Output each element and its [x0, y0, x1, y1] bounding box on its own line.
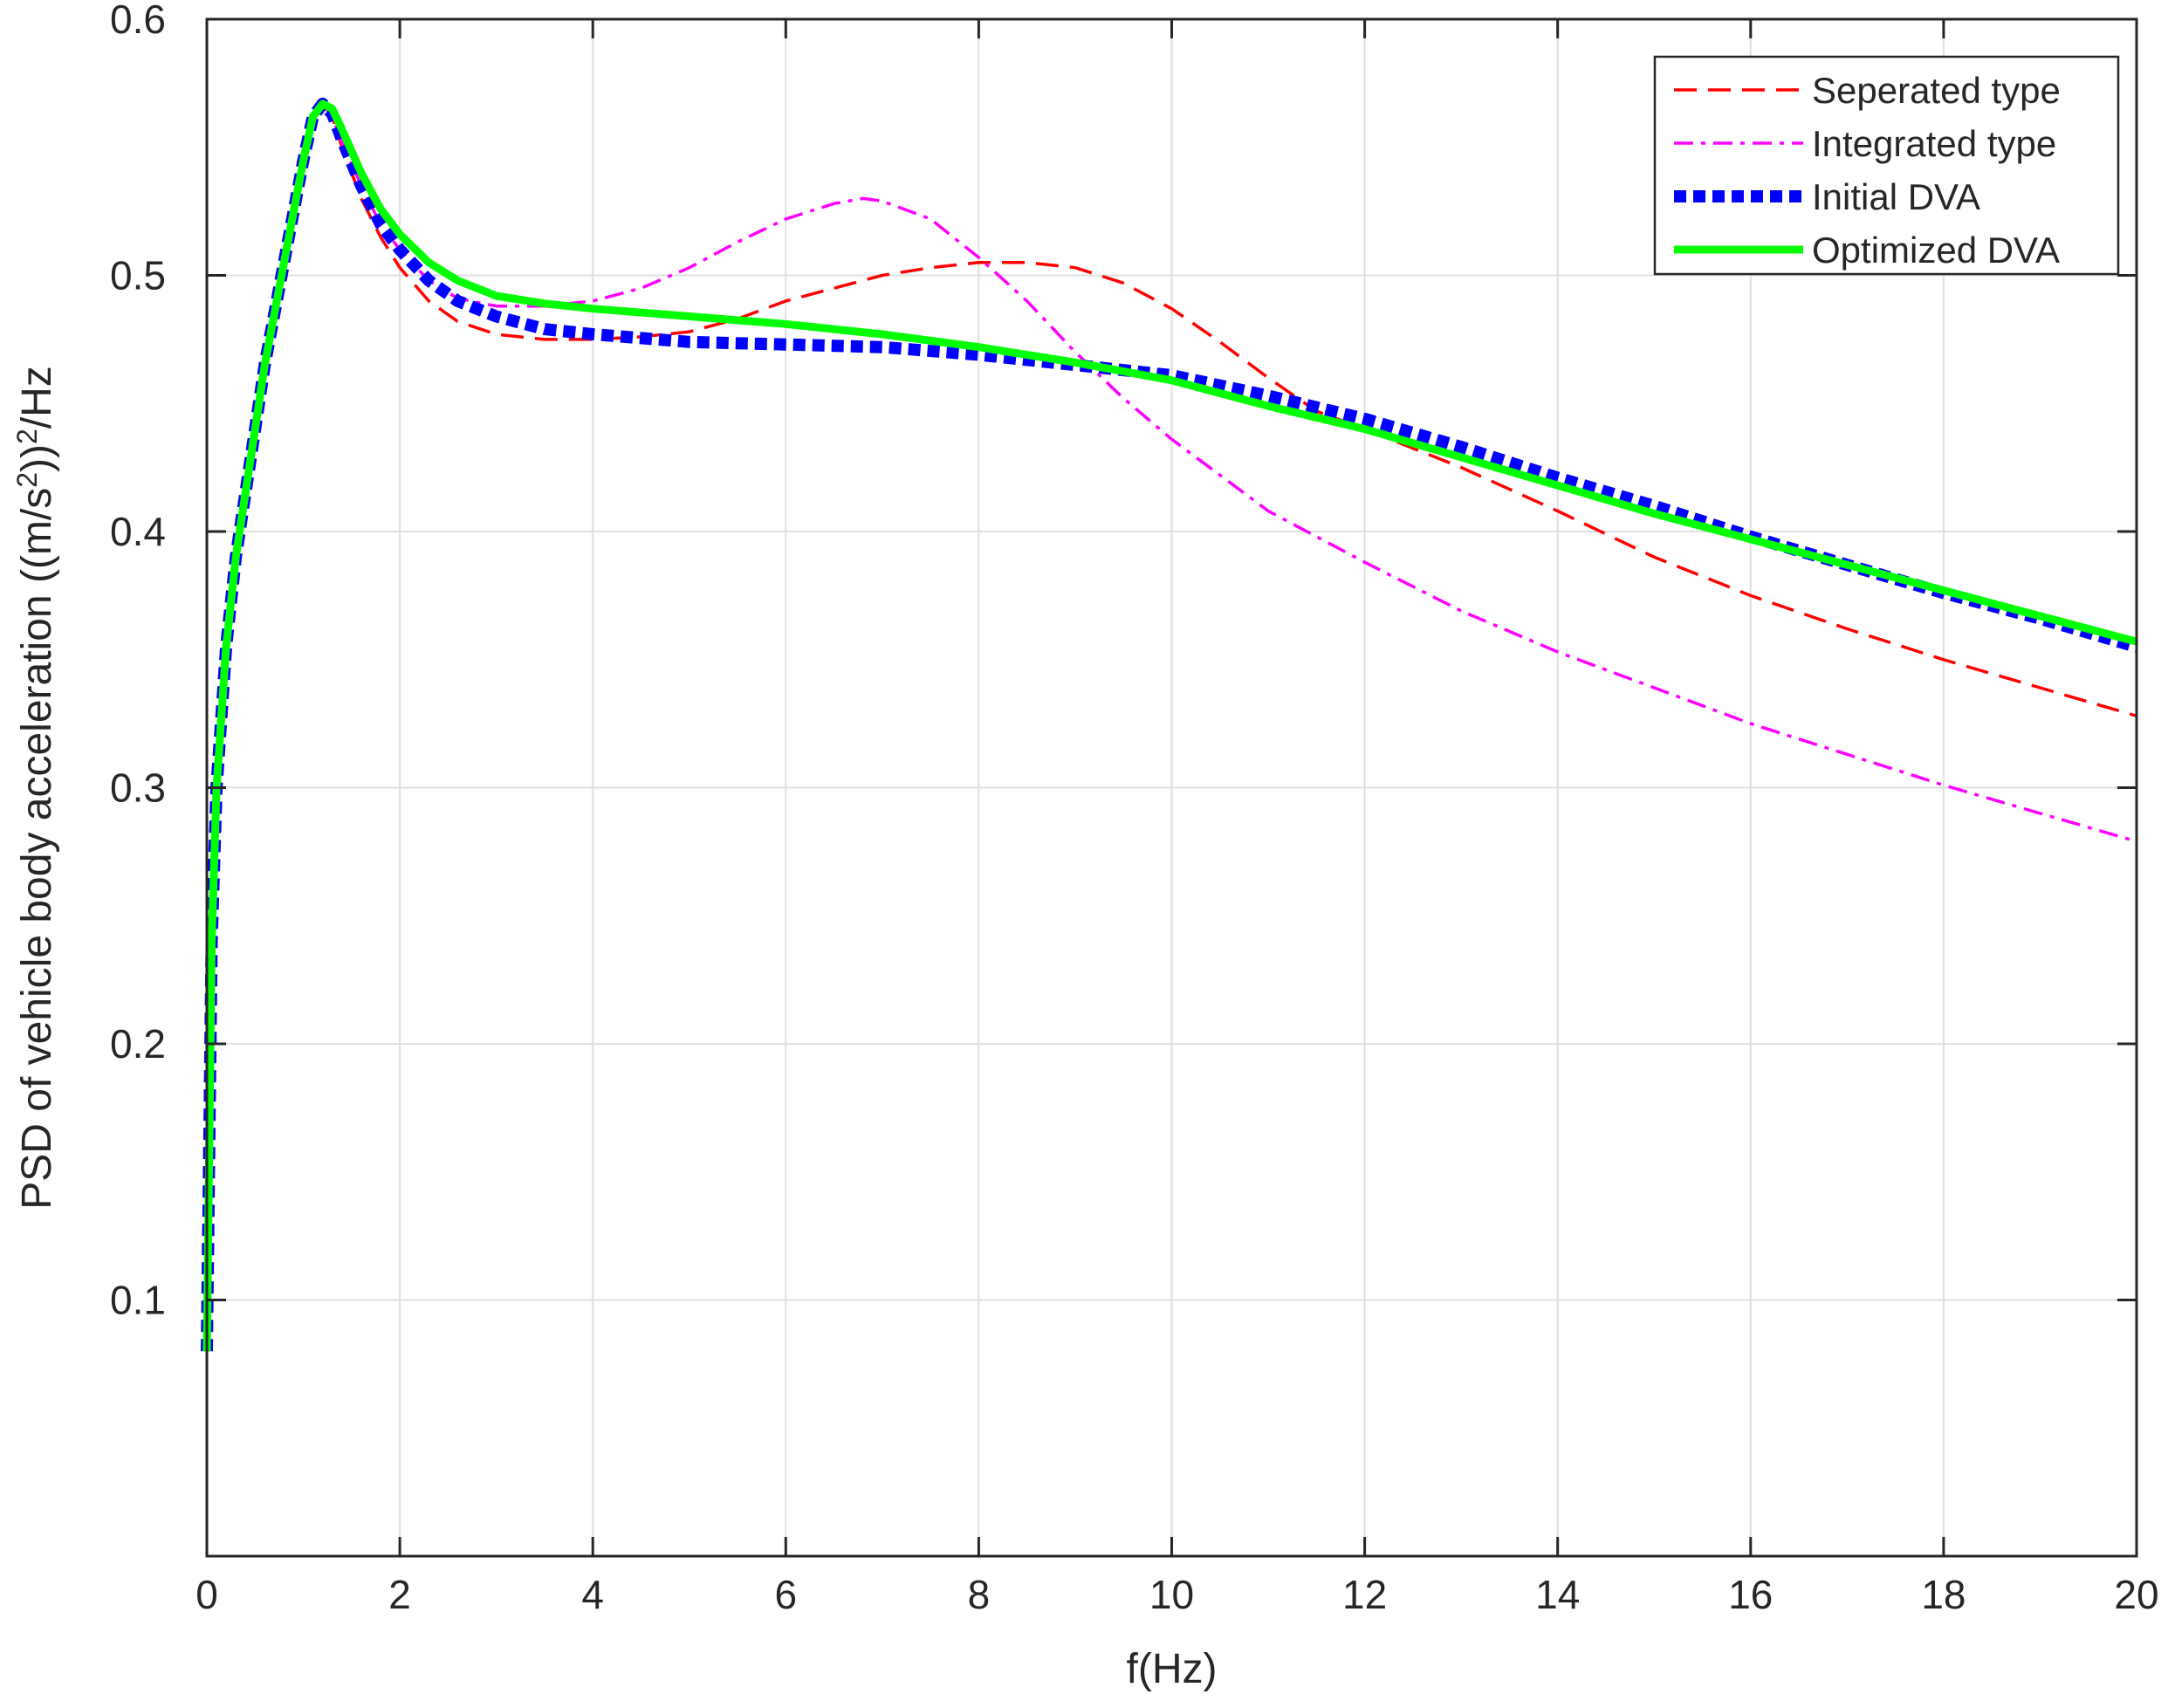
y-tick-label: 0.3 — [110, 765, 166, 811]
legend: Seperated type Integrated type Initial DVA… — [1653, 55, 2120, 276]
x-tick-label: 6 — [775, 1572, 798, 1617]
x-tick-label: 18 — [1921, 1572, 1966, 1617]
series-line-4 — [202, 99, 2138, 1352]
x-tick-label: 12 — [1342, 1572, 1387, 1617]
y-axis-title: PSD of vehicle body acceleration ((m/s2)… — [11, 366, 60, 1210]
y-tick-label: 0.1 — [110, 1278, 166, 1323]
legend-label: Optimized DVA — [1812, 230, 2060, 271]
y-axis-title-sup2: 2 — [11, 429, 43, 444]
series-line-3 — [201, 97, 2138, 1352]
x-tick-label: 20 — [2114, 1572, 2158, 1617]
y-axis-title-middle: )) — [14, 444, 60, 472]
x-tick-label: 10 — [1149, 1572, 1194, 1617]
legend-box — [1653, 55, 2120, 276]
legend-label: Integrated type — [1812, 123, 2056, 164]
legend-label: Seperated type — [1812, 70, 2061, 111]
x-tick-label: 2 — [388, 1572, 411, 1617]
y-tick-label: 0.6 — [110, 0, 166, 42]
axis-ticks: 0 2 4 6 8 10 12 14 16 18 20 0.1 0.2 0.3 0.4 0.5 0.6 — [110, 0, 2159, 1617]
x-tick-label: 0 — [196, 1572, 218, 1617]
x-tick-label: 8 — [968, 1572, 991, 1617]
y-tick-label: 0.4 — [110, 509, 166, 554]
y-axis-title-suffix: /Hz — [14, 366, 60, 429]
x-tick-label: 4 — [581, 1572, 604, 1617]
y-axis-title-prefix: PSD of vehicle body acceleration ((m/s — [14, 488, 60, 1210]
y-axis-title-sup1: 2 — [11, 472, 43, 488]
legend-label: Initial DVA — [1812, 176, 1980, 217]
x-axis-title: f(Hz) — [1127, 1646, 1218, 1692]
series-lines — [201, 97, 2138, 1352]
y-tick-label: 0.2 — [110, 1021, 166, 1067]
series-line-2 — [205, 102, 2137, 1352]
x-tick-label: 16 — [1728, 1572, 1773, 1617]
x-tick-label: 14 — [1535, 1572, 1580, 1617]
y-tick-label: 0.5 — [110, 253, 166, 298]
